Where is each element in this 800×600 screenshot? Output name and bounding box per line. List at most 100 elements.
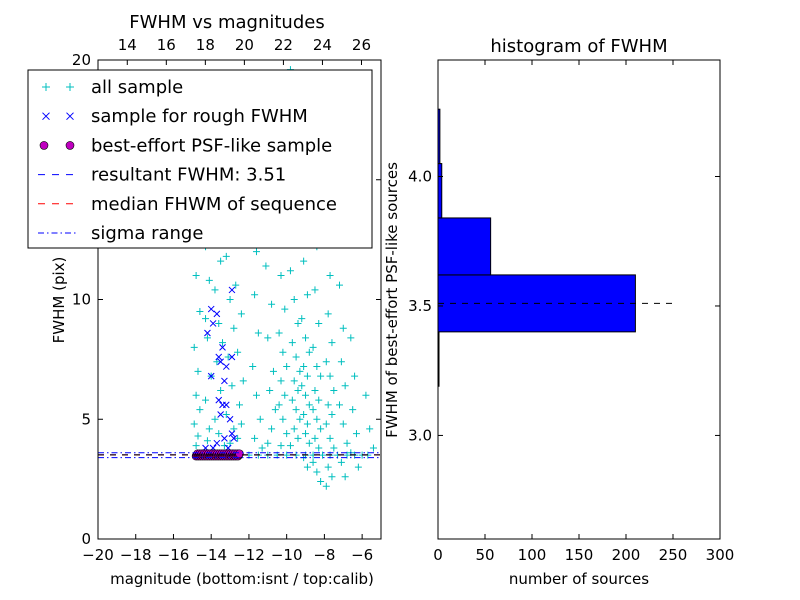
all-sample-point bbox=[330, 444, 338, 452]
rough-fwhm-point bbox=[215, 396, 223, 404]
all-sample-point bbox=[249, 363, 257, 371]
left-x-axis-label: magnitude (bottom:isnt / top:calib) bbox=[110, 570, 374, 588]
all-sample-point bbox=[264, 334, 272, 342]
all-sample-point bbox=[190, 343, 198, 351]
all-sample-point bbox=[271, 406, 279, 414]
all-sample-point bbox=[222, 410, 230, 418]
all-sample-point bbox=[232, 281, 240, 289]
x-tick-label: −8 bbox=[313, 546, 335, 564]
legend-plus-marker bbox=[42, 83, 50, 91]
all-sample-point bbox=[252, 248, 260, 256]
all-sample-point bbox=[196, 406, 204, 414]
all-sample-point bbox=[268, 300, 276, 308]
hist-x-tick-label: 150 bbox=[565, 546, 594, 564]
all-sample-point bbox=[298, 315, 306, 323]
top-x-tick-label: 26 bbox=[352, 36, 371, 54]
all-sample-point bbox=[283, 451, 291, 459]
all-sample-point bbox=[290, 425, 298, 433]
legend-plus-marker bbox=[66, 83, 74, 91]
rough-fwhm-point bbox=[226, 415, 234, 423]
all-sample-point bbox=[337, 358, 345, 366]
legend-circle-marker bbox=[65, 141, 75, 150]
legend-frame bbox=[27, 69, 373, 249]
hist-x-tick-label: 200 bbox=[612, 546, 641, 564]
rough-fwhm-point bbox=[209, 320, 217, 327]
all-sample-point bbox=[215, 319, 223, 327]
all-sample-point bbox=[251, 434, 259, 442]
rough-fwhm-point bbox=[217, 411, 224, 418]
all-sample-point bbox=[192, 391, 200, 399]
all-sample-point bbox=[339, 420, 347, 428]
all-sample-point bbox=[277, 377, 285, 385]
rough-fwhm-point bbox=[219, 344, 226, 351]
all-sample-point bbox=[294, 434, 302, 442]
all-sample-point bbox=[351, 372, 359, 380]
all-sample-point bbox=[354, 463, 362, 471]
all-sample-point bbox=[343, 439, 351, 447]
hist-y-tick-label: 4.0 bbox=[408, 168, 432, 186]
all-sample-point bbox=[315, 396, 323, 404]
all-sample-point bbox=[290, 296, 298, 303]
all-sample-point bbox=[362, 391, 370, 399]
legend-x-marker bbox=[42, 112, 50, 121]
all-sample-point bbox=[192, 272, 200, 280]
x-tick-label: −18 bbox=[120, 546, 152, 564]
histogram-bar bbox=[437, 217, 492, 276]
left-plot-title: FWHM vs magnitudes bbox=[129, 12, 324, 33]
rough-fwhm-point bbox=[228, 430, 236, 437]
all-sample-point bbox=[319, 451, 327, 459]
all-sample-point bbox=[234, 434, 242, 442]
all-sample-point bbox=[303, 291, 311, 299]
all-sample-point bbox=[203, 334, 211, 342]
all-sample-point bbox=[266, 387, 274, 395]
all-sample-point bbox=[202, 396, 210, 404]
all-sample-point bbox=[326, 372, 334, 380]
all-sample-point bbox=[226, 296, 234, 303]
all-sample-point bbox=[192, 442, 200, 450]
fwhm-vs-magnitude-plot: FWHM vs magnitudes −20 −18 −16 −14 −12 −10 −8−… bbox=[27, 12, 382, 588]
all-sample-point bbox=[339, 324, 347, 332]
all-sample-point bbox=[292, 406, 300, 414]
all-sample-point bbox=[326, 272, 334, 280]
all-sample-point bbox=[286, 442, 294, 450]
all-sample-point bbox=[349, 406, 357, 414]
all-sample-point bbox=[275, 401, 283, 409]
all-sample-point bbox=[324, 401, 332, 409]
hist-x-tick-label: 300 bbox=[706, 546, 735, 564]
hist-x-tick-label: 250 bbox=[659, 546, 688, 564]
all-sample-point bbox=[313, 415, 321, 423]
rough-fwhm-point bbox=[221, 377, 228, 385]
all-sample-point bbox=[343, 451, 351, 459]
all-sample-point bbox=[303, 372, 311, 380]
all-sample-point bbox=[341, 382, 349, 390]
all-sample-point bbox=[324, 463, 332, 471]
all-sample-point bbox=[288, 339, 296, 347]
all-sample-point bbox=[322, 358, 330, 366]
legend-label: median FHWM of sequence bbox=[91, 194, 337, 215]
all-sample-point bbox=[194, 432, 202, 440]
top-x-tick-label: 20 bbox=[235, 36, 254, 54]
all-sample-point bbox=[251, 291, 259, 299]
rough-fwhm-point bbox=[213, 439, 221, 447]
all-sample-point bbox=[202, 315, 210, 323]
all-sample-point bbox=[311, 286, 319, 294]
all-sample-point bbox=[219, 339, 227, 347]
rough-fwhm-point bbox=[222, 363, 230, 370]
left-y-axis-label: FWHM (pix) bbox=[50, 257, 68, 344]
all-sample-point bbox=[256, 415, 264, 423]
all-sample-point bbox=[281, 305, 289, 313]
all-sample-point bbox=[237, 420, 245, 428]
all-sample-point bbox=[292, 353, 300, 361]
all-sample-point bbox=[305, 401, 313, 409]
psf-like-point bbox=[235, 449, 244, 459]
all-sample-point bbox=[315, 444, 323, 452]
all-sample-point bbox=[228, 382, 236, 390]
all-sample-point bbox=[309, 343, 317, 351]
y-tick-label: 20 bbox=[72, 51, 91, 69]
all-sample-point bbox=[328, 410, 336, 418]
all-sample-point bbox=[277, 272, 285, 280]
all-sample-point bbox=[317, 478, 325, 486]
legend-label: sample for rough FWHM bbox=[91, 106, 308, 127]
legend-label: all sample bbox=[91, 77, 183, 98]
legend-label: sigma range bbox=[91, 223, 203, 244]
